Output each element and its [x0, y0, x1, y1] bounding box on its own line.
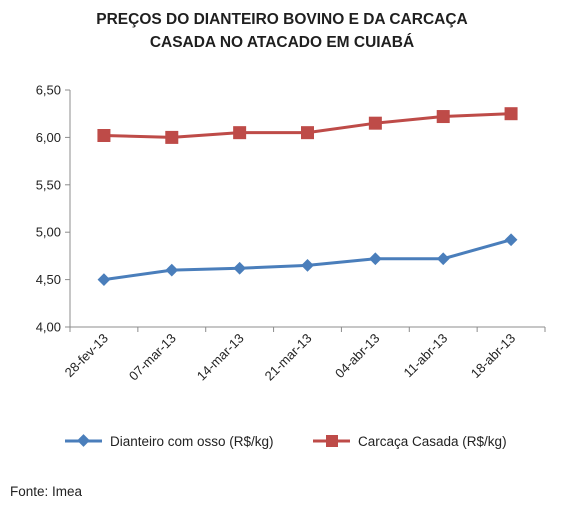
data-point-carcaca — [504, 107, 518, 121]
x-tick-label: 18-abr-13 — [468, 331, 518, 381]
data-point-dianteiro — [233, 261, 247, 275]
data-point-carcaca — [368, 116, 382, 130]
series-layer — [97, 107, 518, 286]
x-tick-label: 11-abr-13 — [401, 331, 451, 381]
y-tick-label: 5,50 — [36, 177, 61, 192]
x-tick-label: 28-fev-13 — [62, 331, 111, 380]
y-tick-label: 4,50 — [36, 272, 61, 287]
data-point-dianteiro — [368, 252, 382, 266]
data-point-dianteiro — [504, 233, 518, 247]
x-tick-label: 14-mar-13 — [194, 331, 247, 384]
legend-label-dianteiro: Dianteiro com osso (R$/kg) — [110, 434, 274, 449]
x-tick-label: 04-abr-13 — [332, 331, 382, 381]
legend-label-carcaca: Carcaça Casada (R$/kg) — [358, 434, 507, 449]
data-point-carcaca — [97, 129, 111, 143]
data-point-carcaca — [301, 126, 314, 140]
x-tick-label: 07-mar-13 — [126, 331, 179, 384]
legend-marker-carcaca — [326, 435, 338, 447]
data-point-dianteiro — [165, 263, 179, 277]
y-axis-ticks: 4,00 4,50 5,00 5,50 6,00 6,50 — [36, 83, 70, 335]
legend-marker-dianteiro — [77, 434, 90, 447]
x-axis-ticks: 28-fev-13 07-mar-13 14-mar-13 21-mar-13 04-a… — [62, 327, 546, 384]
data-point-dianteiro — [97, 273, 111, 286]
chart-title-line-2: CASADA NO ATACADO EM CUIABÁ — [150, 34, 414, 51]
y-tick-label: 6,00 — [36, 130, 61, 145]
legend: Dianteiro com osso (R$/kg) Carcaça Casad… — [65, 434, 507, 449]
y-tick-label: 5,00 — [36, 225, 61, 240]
y-tick-label: 6,50 — [36, 83, 61, 98]
source-note: Fonte: Imea — [10, 484, 83, 499]
axes — [69, 90, 545, 328]
y-tick-label: 4,00 — [36, 320, 61, 335]
chart-title-line-1: PREÇOS DO DIANTEIRO BOVINO E DA CARCAÇA — [96, 11, 467, 28]
data-point-carcaca — [436, 110, 450, 124]
x-tick-label: 21-mar-13 — [262, 331, 315, 384]
data-point-carcaca — [165, 130, 179, 144]
data-point-dianteiro — [436, 252, 450, 266]
data-point-dianteiro — [301, 259, 314, 272]
data-point-carcaca — [233, 126, 247, 140]
